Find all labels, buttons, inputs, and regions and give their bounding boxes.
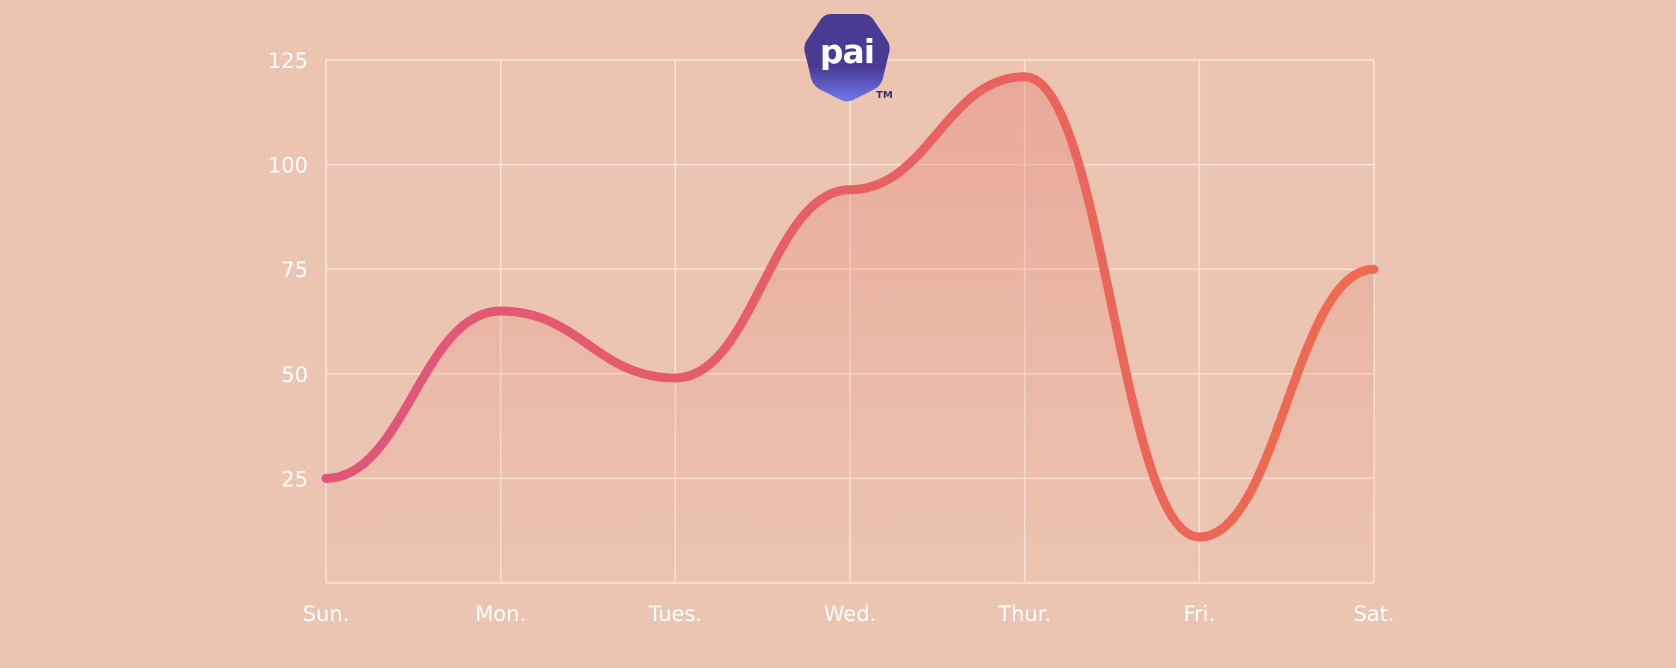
x-tick-label: Mon. (475, 602, 526, 626)
logo-badge-icon (804, 14, 890, 102)
x-tick-label: Thur. (997, 602, 1051, 626)
trademark-symbol: TM (876, 90, 893, 101)
x-tick-label: Tues. (648, 602, 702, 626)
x-tick-label: Sun. (303, 602, 350, 626)
logo-wordmark: pai (819, 32, 875, 71)
y-tick-label: 125 (268, 49, 308, 73)
x-axis-tick-labels: Sun. Mon. Tues. Wed. Thur. Fri. Sat. (303, 602, 1395, 626)
x-tick-label: Sat. (1353, 602, 1394, 626)
y-tick-label: 75 (281, 258, 308, 282)
y-tick-label: 50 (281, 363, 308, 387)
data-point-sun (322, 474, 331, 483)
y-axis-tick-labels: 25 50 75 100 125 (268, 49, 308, 491)
x-tick-label: Wed. (824, 602, 876, 626)
area-fill (326, 76, 1374, 583)
series-line (321, 72, 1379, 542)
y-tick-label: 100 (268, 154, 308, 178)
data-point-fri (1195, 532, 1204, 541)
data-point-wed (846, 185, 855, 194)
y-tick-label: 25 (281, 467, 308, 491)
x-tick-label: Fri. (1183, 602, 1215, 626)
pai-logo: pai TM (801, 10, 901, 105)
data-point-mon (496, 307, 505, 316)
data-point-sat (1370, 265, 1379, 274)
area-fill-layer (326, 76, 1374, 583)
data-point-tues (671, 373, 680, 382)
line-layer (321, 72, 1379, 542)
data-point-thur (1020, 72, 1029, 81)
